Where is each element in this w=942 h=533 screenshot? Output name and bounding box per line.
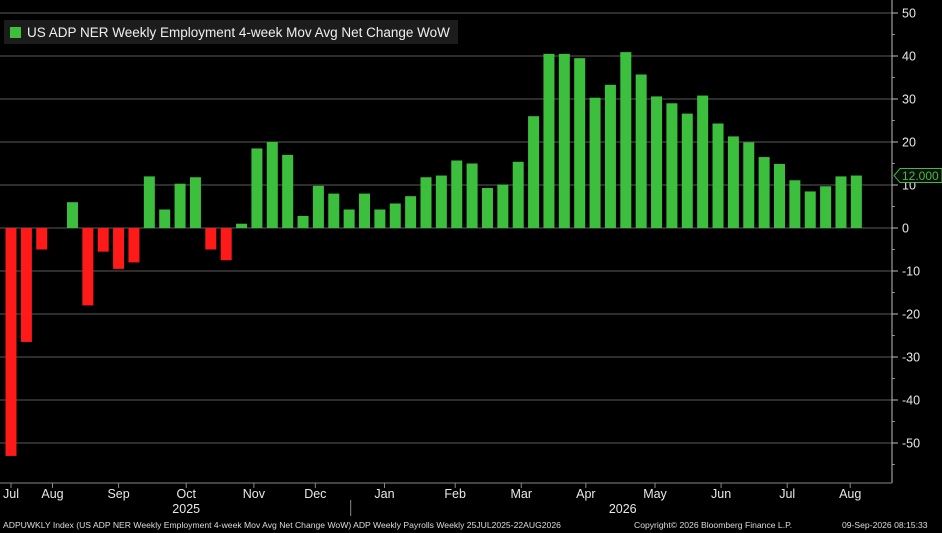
bar — [543, 53, 555, 228]
bar — [220, 228, 232, 261]
bar — [236, 223, 248, 228]
last-value-tag — [893, 168, 942, 184]
bar — [528, 116, 540, 228]
last-value-label: 12.000 — [902, 169, 939, 183]
bar — [328, 193, 340, 228]
bar — [174, 183, 186, 228]
y-tick-label: 30 — [902, 93, 916, 107]
bar — [727, 136, 739, 228]
footer-timestamp: 09-Sep-2026 08:15:33 — [842, 520, 928, 530]
bar — [282, 154, 294, 228]
bar — [774, 163, 785, 228]
chart-legend: US ADP NER Weekly Employment 4-week Mov … — [4, 20, 458, 44]
bar — [251, 148, 263, 228]
x-month-label: May — [643, 487, 667, 501]
bar — [512, 161, 524, 228]
bar — [789, 180, 801, 228]
footer-bar: ADPUWKLY Index (US ADP NER Weekly Employ… — [0, 518, 942, 533]
bar — [143, 176, 155, 228]
bar — [574, 58, 586, 229]
bar — [159, 209, 171, 228]
bar — [405, 196, 417, 228]
footer-source: ADPUWKLY Index (US ADP NER Weekly Employ… — [3, 520, 561, 530]
y-tick-label: -10 — [902, 265, 920, 279]
bar — [635, 74, 647, 229]
x-month-label: Aug — [41, 487, 63, 501]
bar — [113, 228, 125, 269]
bar — [743, 142, 755, 228]
bar — [666, 103, 678, 228]
x-month-label: Feb — [444, 487, 466, 501]
y-tick-label: 40 — [902, 50, 916, 64]
bar — [374, 209, 386, 228]
bar — [835, 176, 847, 228]
bar — [466, 163, 478, 228]
y-tick-label: 20 — [902, 136, 916, 150]
bar — [758, 157, 770, 228]
bar — [604, 84, 616, 228]
x-month-label: Jan — [374, 487, 394, 501]
bar — [620, 52, 632, 228]
bar — [66, 202, 78, 228]
x-month-label: Oct — [176, 487, 196, 501]
x-month-label: Nov — [243, 487, 266, 501]
bar — [420, 177, 432, 228]
bar — [20, 228, 32, 342]
y-tick-label: -20 — [902, 308, 920, 322]
x-month-label: Dec — [304, 487, 326, 501]
x-month-label: Jun — [711, 487, 731, 501]
x-year-label: 2026 — [609, 502, 637, 516]
bar — [451, 160, 463, 228]
bar — [497, 184, 509, 228]
bar — [297, 215, 309, 228]
bar — [5, 228, 17, 456]
x-month-label: Mar — [511, 487, 533, 501]
bar — [850, 175, 862, 228]
bar — [804, 191, 816, 228]
bar — [97, 228, 109, 252]
bar — [343, 209, 355, 228]
bar — [481, 188, 493, 228]
bar — [128, 228, 140, 263]
y-tick-label: -40 — [902, 394, 920, 408]
bar — [389, 203, 401, 228]
legend-label: US ADP NER Weekly Employment 4-week Mov … — [27, 24, 450, 40]
bar — [205, 228, 217, 250]
bar — [697, 95, 709, 228]
y-tick-label: 0 — [902, 222, 909, 236]
legend-swatch — [10, 26, 21, 38]
x-month-label: Jul — [3, 487, 19, 501]
bar — [266, 142, 278, 228]
bar — [36, 228, 48, 250]
bar — [82, 228, 94, 306]
y-tick-label: -30 — [902, 351, 920, 365]
bar — [712, 123, 724, 228]
bar — [558, 53, 570, 228]
footer-copyright: Copyright© 2026 Bloomberg Finance L.P. — [634, 520, 793, 530]
bar — [589, 97, 601, 229]
x-year-label: 2025 — [172, 502, 200, 516]
bar — [435, 175, 447, 228]
bar — [681, 113, 693, 228]
x-month-label: Sep — [107, 487, 129, 501]
x-month-label: Aug — [839, 487, 861, 501]
bar — [651, 96, 663, 228]
bar — [312, 185, 324, 228]
x-month-label: Jul — [779, 487, 795, 501]
y-tick-label: 50 — [902, 7, 916, 21]
bar — [820, 186, 832, 228]
bar — [189, 177, 201, 228]
x-month-label: Apr — [576, 487, 595, 501]
bar — [359, 193, 371, 228]
y-tick-label: -50 — [902, 437, 920, 451]
